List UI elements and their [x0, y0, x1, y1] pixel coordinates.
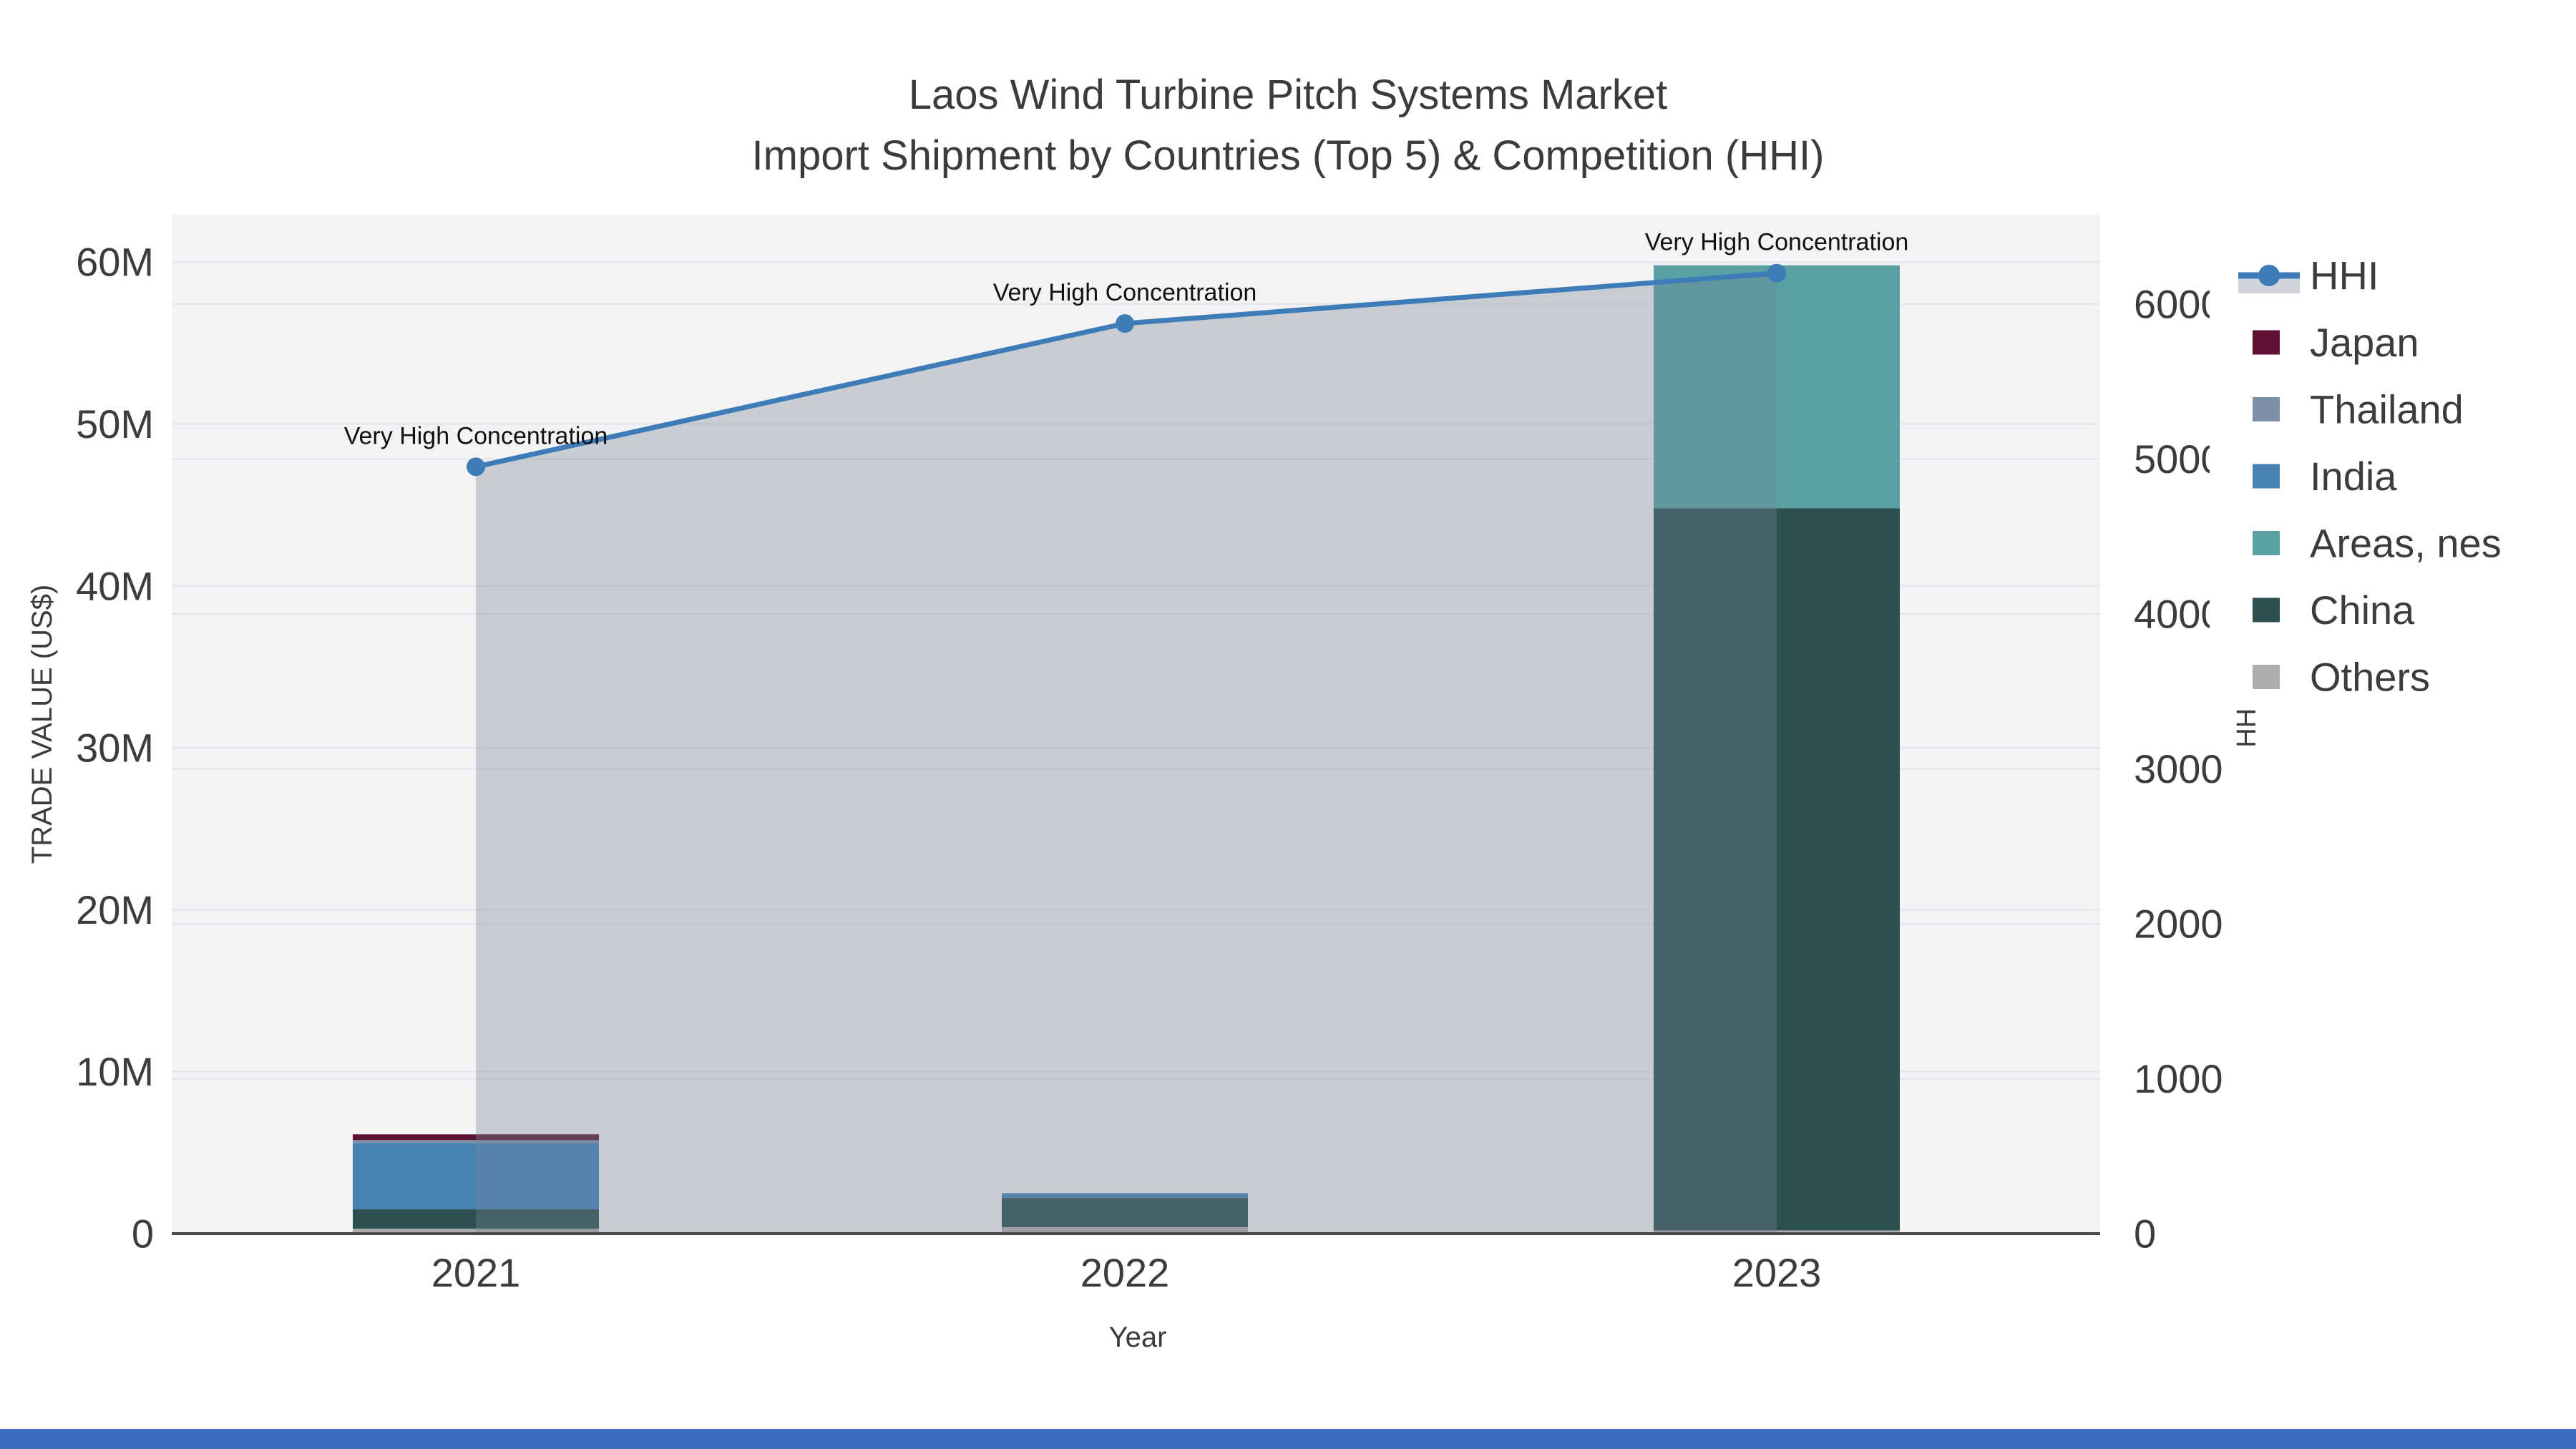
left-tick-60M: 60M [76, 240, 154, 285]
legend-swatch [2253, 597, 2280, 623]
bar-segment-india-2022 [1002, 1193, 1248, 1199]
hhi-marker-2021 [467, 457, 485, 477]
left-axis-tick-labels: 0 10M 20M 30M 40M 50M 60M [76, 240, 154, 1257]
bar-segment-others-2021 [353, 1229, 599, 1234]
right-tick-2000: 2000 [2134, 902, 2223, 947]
left-axis-title: TRADE VALUE (US$) [26, 585, 58, 864]
right-axis-title: HHI [2232, 701, 2262, 747]
legend-label: Japan [2310, 320, 2419, 365]
left-tick-30M: 30M [76, 726, 154, 771]
hhi-area-polygon [476, 273, 1777, 1234]
bar-segment-china-2022 [1002, 1198, 1248, 1227]
legend-label: Thailand [2310, 387, 2464, 432]
bar-segment-china-2021 [353, 1209, 599, 1229]
right-tick-6000: 6000 [2134, 282, 2223, 327]
legend-label: Others [2310, 655, 2430, 700]
x-tick-2021: 2021 [431, 1250, 521, 1295]
right-tick-1000: 1000 [2134, 1056, 2223, 1101]
legend-item-hhi[interactable]: HHI [2238, 253, 2379, 298]
legend-label: India [2310, 454, 2397, 499]
bar-segment-others-2022 [1002, 1226, 1248, 1234]
chart-title-line2: Import Shipment by Countries (Top 5) & C… [752, 132, 1825, 179]
hhi-marker-2023 [1767, 263, 1786, 283]
legend-item-areas-nes[interactable]: Areas, nes [2253, 521, 2502, 566]
hhi-marker-2022 [1116, 314, 1134, 333]
legend-swatch [2253, 330, 2280, 355]
stacked-bars-group [353, 265, 1900, 1234]
legend-item-thailand[interactable]: Thailand [2253, 387, 2464, 432]
legend-swatch [2253, 531, 2280, 555]
x-axis-title: Year [1109, 1322, 1167, 1353]
right-tick-3000: 3000 [2134, 746, 2223, 791]
annotation-2021: Very High Concentration [344, 422, 608, 449]
legend-label: HHI [2310, 253, 2379, 298]
bar-segment-india-2021 [353, 1143, 599, 1210]
legend-label: Areas, nes [2310, 521, 2502, 566]
hhi-legend-marker [2258, 265, 2280, 286]
chart-title-line1: Laos Wind Turbine Pitch Systems Market [909, 72, 1668, 118]
legend-item-india[interactable]: India [2253, 454, 2397, 499]
hhi-area-fill [476, 273, 1777, 1234]
legend-swatch [2253, 397, 2280, 421]
left-tick-50M: 50M [76, 401, 154, 447]
right-axis-tick-labels: 0 1000 2000 3000 4000 5000 6000 [2134, 282, 2223, 1257]
legend-label: China [2310, 587, 2415, 633]
right-tick-5000: 5000 [2134, 436, 2223, 482]
left-tick-10M: 10M [76, 1049, 154, 1094]
left-tick-0: 0 [132, 1211, 154, 1257]
x-tick-2022: 2022 [1080, 1250, 1170, 1295]
legend-swatch [2253, 464, 2280, 489]
legend-item-others[interactable]: Others [2253, 655, 2430, 700]
left-tick-20M: 20M [76, 887, 154, 932]
hhi-line-series [467, 263, 1786, 477]
bottom-accent-bar [0, 1429, 2576, 1449]
left-tick-40M: 40M [76, 563, 154, 608]
right-tick-4000: 4000 [2134, 592, 2223, 637]
legend-item-japan[interactable]: Japan [2253, 320, 2419, 365]
bar-segment-areas-nes-2023 [1654, 265, 1900, 509]
legend-item-china[interactable]: China [2253, 587, 2415, 633]
x-tick-2023: 2023 [1732, 1250, 1822, 1295]
annotation-2022: Very High Concentration [993, 279, 1257, 306]
right-tick-0: 0 [2134, 1211, 2156, 1257]
bar-segment-others-2023 [1654, 1230, 1900, 1234]
bar-segment-japan-2021 [353, 1134, 599, 1141]
legend-swatch [2253, 665, 2280, 689]
annotations-group: Very High Concentration Very High Concent… [344, 229, 1909, 450]
bar-segment-china-2023 [1654, 508, 1900, 1231]
annotation-2023: Very High Concentration [1645, 229, 1909, 256]
bar-segment-thailand-2021 [353, 1140, 599, 1143]
legend: HHI Japan Thailand India Areas, nes China Othe… [2238, 253, 2502, 700]
x-axis-tick-labels: 2021 2022 2023 [431, 1250, 1822, 1295]
